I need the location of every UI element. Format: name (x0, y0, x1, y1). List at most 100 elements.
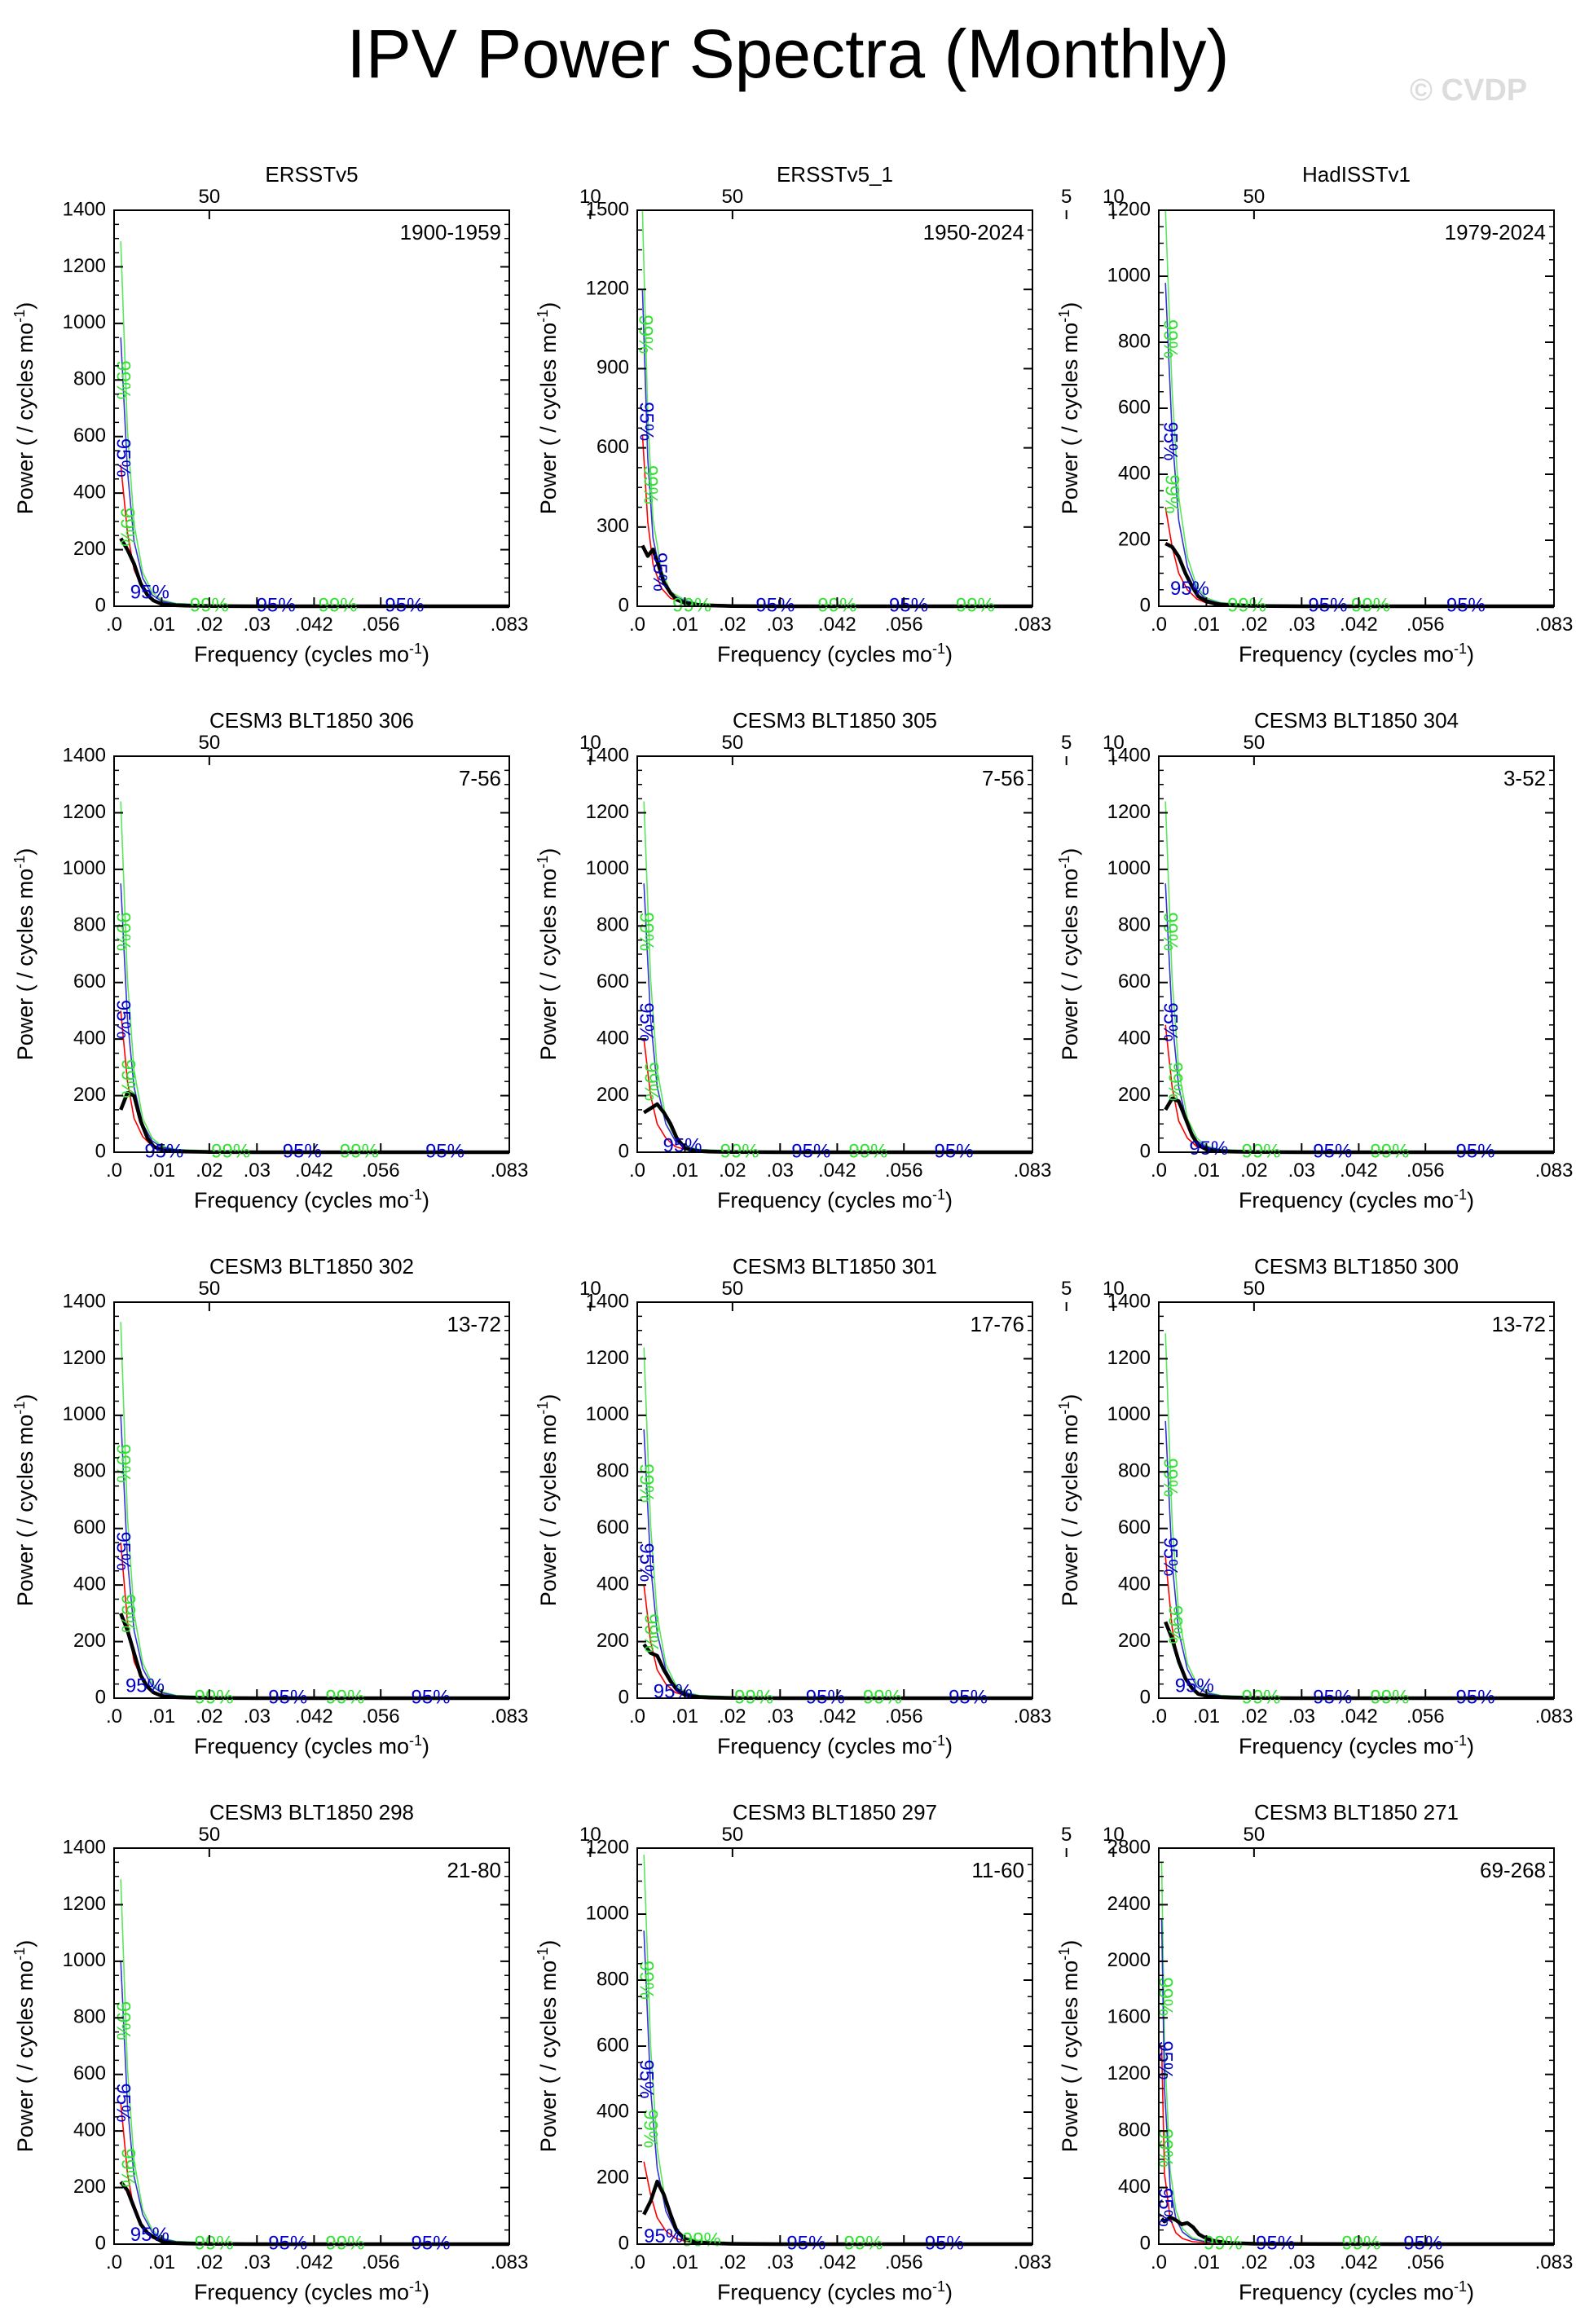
y-tick-label: 200 (597, 1630, 629, 1652)
ci99-label: 99% (1242, 1140, 1281, 1162)
y-tick-label: 1200 (586, 278, 629, 300)
top-period-label: 50 (199, 186, 221, 208)
x-axis-label-main: Frequency (cycles mo (194, 1188, 409, 1213)
y-tick-label: 400 (1118, 2176, 1151, 2198)
top-period-label: 10 (579, 1278, 601, 1300)
y-tick-label: 200 (1118, 1084, 1151, 1106)
ci99-label: 99% (672, 594, 711, 616)
ci99-label: 99% (1164, 1605, 1186, 1644)
x-tick-label: .056 (362, 1160, 400, 1182)
y-axis-label-sup: -1 (1056, 310, 1072, 323)
y-axis-label-close: ) (1058, 1394, 1082, 1402)
x-axis-label-sup: -1 (1454, 640, 1467, 657)
y-tick-label: 600 (597, 2034, 629, 2056)
y-axis-label-close: ) (536, 1394, 561, 1402)
plot-frame (113, 755, 510, 1153)
y-axis-label-sup: -1 (11, 310, 28, 323)
ci99-label: 99% (1164, 1062, 1186, 1101)
y-tick-label: 0 (1140, 2232, 1151, 2254)
ci99-label: 99% (112, 912, 134, 951)
y-tick-label: 0 (1140, 1140, 1151, 1162)
ci99-label: 99% (195, 1686, 234, 1708)
spectrum-panel: 99%95%99%95%99%95%99%95%0200400600800100… (1056, 1254, 1573, 1758)
x-tick-label: .083 (1535, 2251, 1574, 2273)
ci99-label: 99% (640, 1062, 662, 1101)
red-noise-line (120, 464, 510, 607)
y-tick-label: 1200 (1107, 1347, 1151, 1369)
x-tick-label: .01 (148, 2251, 175, 2273)
x-tick-label: .042 (295, 2251, 333, 2273)
y-tick-label: 1400 (63, 198, 106, 220)
ci95-line (120, 337, 510, 607)
panel-title: ERSSTv5_1 (777, 162, 893, 187)
x-tick-label: .083 (1535, 614, 1574, 636)
x-axis-label: Frequency (cycles mo-1) (1239, 640, 1474, 667)
ci99-label: 99% (1370, 1140, 1409, 1162)
ci99-label: 99% (112, 1444, 134, 1483)
x-axis-label-sup: -1 (409, 1732, 422, 1749)
y-axis-label: Power ( / cycles mo-1) (1056, 1940, 1082, 2153)
ci99-label: 99% (636, 912, 658, 951)
ci95-label: 95% (949, 1686, 988, 1708)
ci99-label: 99% (1341, 2232, 1380, 2254)
spectrum-panel: 99%95%99%95%99%95%99%95%0200400600800100… (535, 708, 1125, 1213)
ci99-line (643, 801, 1033, 1153)
y-tick-label: 1600 (1107, 2006, 1151, 2028)
y-axis-label: Power ( / cycles mo-1) (1056, 1394, 1082, 1607)
x-tick-label: .056 (1407, 1160, 1445, 1182)
y-tick-label: 1400 (63, 1290, 106, 1312)
y-tick-label: 800 (1118, 914, 1151, 936)
x-tick-label: .01 (671, 1160, 698, 1182)
x-tick-label: .03 (767, 1706, 794, 1728)
x-axis-label-main: Frequency (cycles mo (194, 642, 409, 667)
x-tick-label: .0 (106, 614, 122, 636)
ci99-line (643, 1855, 1033, 2245)
x-axis-label-main: Frequency (cycles mo (194, 2280, 409, 2304)
ci95-label: 95% (654, 1680, 693, 1702)
x-tick-label: .02 (196, 1160, 222, 1182)
ci95-line (643, 883, 1033, 1153)
x-axis-label-main: Frequency (cycles mo (194, 1734, 409, 1758)
y-tick-label: 600 (1118, 396, 1151, 418)
ci99-label: 99% (1204, 2232, 1243, 2254)
ci99-label: 99% (720, 1140, 759, 1162)
x-tick-label: .0 (1151, 1706, 1167, 1728)
ci95-label: 95% (1189, 1138, 1228, 1160)
y-tick-label: 1200 (586, 1836, 629, 1858)
x-axis-label-sup: -1 (932, 2278, 945, 2295)
plot-frame (1158, 755, 1555, 1153)
top-period-label: 5 (1061, 1824, 1072, 1846)
y-tick-label: 600 (597, 1516, 629, 1538)
y-axis-label-main: Power ( / cycles mo (536, 323, 561, 515)
x-tick-label: .02 (719, 1706, 746, 1728)
ci95-label: 95% (283, 1140, 322, 1162)
period-label: 1979-2024 (1445, 220, 1546, 244)
ci99-label: 99% (1155, 1977, 1177, 2016)
spectrum-panel: 99%95%99%95%99% 95% 99% 95%0400800120016002… (1056, 1800, 1574, 2304)
x-tick-label: .042 (295, 1160, 333, 1182)
y-tick-label: 600 (1118, 971, 1151, 993)
y-tick-label: 1400 (586, 1290, 629, 1312)
top-period-label: 50 (1244, 1278, 1266, 1300)
ci95-label: 95% (268, 2232, 307, 2254)
red-noise-line (643, 1039, 1033, 1153)
panel-title: ERSSTv5 (265, 162, 358, 187)
y-tick-label: 400 (1118, 462, 1151, 484)
red-noise-line (1164, 1024, 1555, 1153)
x-tick-label: .042 (818, 614, 856, 636)
ci95-label: 95% (1155, 2188, 1177, 2227)
period-label: 7-56 (459, 766, 501, 790)
x-axis-label-sup: -1 (1454, 2278, 1467, 2295)
y-tick-label: 400 (73, 481, 106, 503)
spectrum-panel: 99%95%99%95%99%95%99%95%0200400600800100… (1056, 708, 1573, 1213)
ci99-line (120, 1322, 510, 1699)
y-tick-label: 2400 (1107, 1893, 1151, 1915)
x-axis-label: Frequency (cycles mo-1) (194, 2278, 429, 2304)
top-period-label: 10 (1103, 732, 1125, 754)
y-tick-label: 1200 (1107, 198, 1151, 220)
x-axis-label-sup: -1 (932, 640, 945, 657)
ci95-label: 95% (130, 582, 169, 604)
x-axis-label-main: Frequency (cycles mo (1239, 2280, 1454, 2304)
y-tick-label: 1200 (63, 1347, 106, 1369)
top-period-label: 50 (199, 1824, 221, 1846)
